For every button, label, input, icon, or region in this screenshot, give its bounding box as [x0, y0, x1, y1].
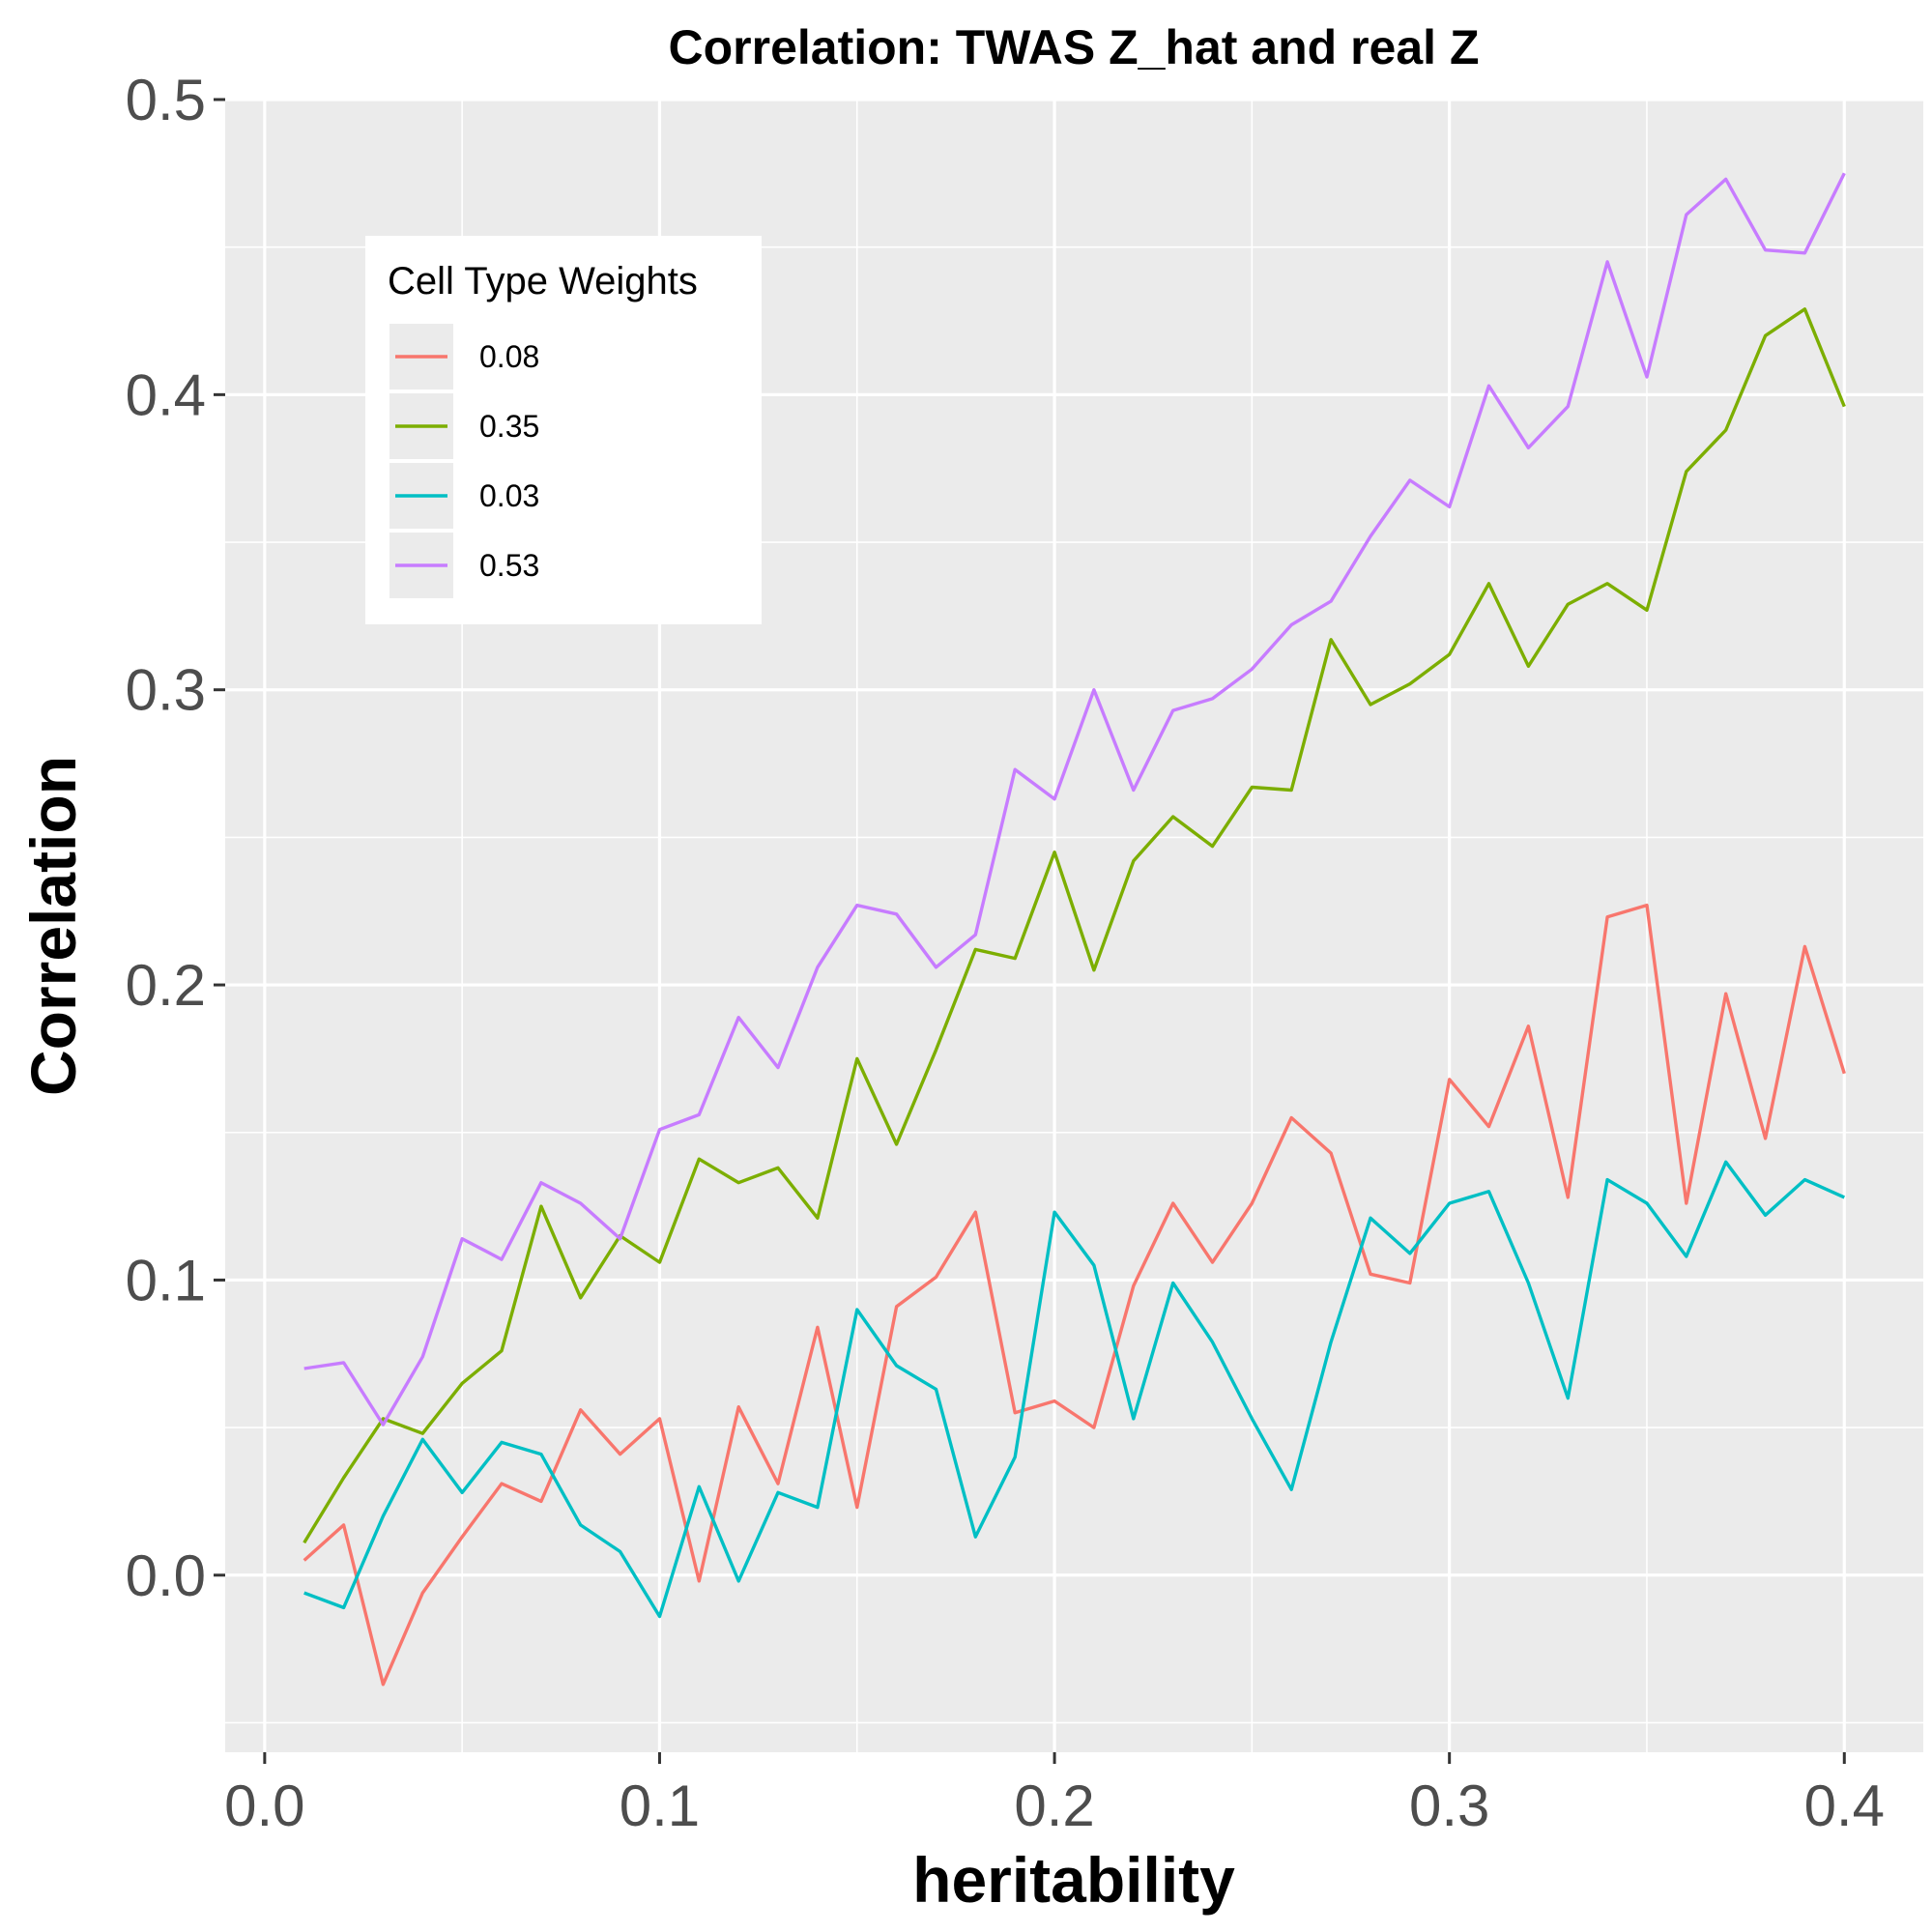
x-axis-ticks: 0.0 0.1 0.2 0.3 0.4 — [224, 1752, 1885, 1838]
x-tick-label: 0.2 — [1014, 1773, 1094, 1838]
series-line-0.08 — [303, 903, 1846, 1687]
major-gridlines — [225, 98, 1923, 1752]
y-tick-label: 0.4 — [126, 362, 206, 427]
legend: Cell Type Weights 0.08 0.35 0.03 0.53 — [365, 236, 762, 624]
legend-label: 0.53 — [479, 548, 539, 583]
x-tick-label: 0.0 — [224, 1773, 304, 1838]
x-tick-label: 0.3 — [1409, 1773, 1489, 1838]
legend-label: 0.03 — [479, 478, 539, 513]
legend-items: 0.08 0.35 0.03 0.53 — [389, 324, 539, 598]
x-tick-label: 0.4 — [1804, 1773, 1885, 1838]
legend-label: 0.35 — [479, 409, 539, 444]
x-tick-label: 0.1 — [620, 1773, 700, 1838]
y-tick-label: 0.1 — [126, 1248, 206, 1312]
series-line-0.53 — [303, 172, 1846, 1427]
series-line-0.03 — [303, 1160, 1845, 1619]
y-tick-label: 0.5 — [126, 68, 206, 132]
y-tick-label: 0.0 — [126, 1543, 206, 1608]
chart-title: Correlation: TWAS Z_hat and real Z — [669, 20, 1480, 74]
legend-label: 0.08 — [479, 339, 539, 374]
y-axis-title: Correlation — [17, 756, 89, 1096]
y-axis-ticks: 0.0 0.1 0.2 0.3 0.4 0.5 — [126, 68, 225, 1608]
x-axis-title: heritability — [912, 1844, 1235, 1916]
y-tick-label: 0.3 — [126, 658, 206, 723]
y-tick-label: 0.2 — [126, 953, 206, 1018]
series-line-0.35 — [303, 307, 1846, 1544]
series-lines — [303, 172, 1846, 1687]
legend-title: Cell Type Weights — [388, 260, 698, 303]
